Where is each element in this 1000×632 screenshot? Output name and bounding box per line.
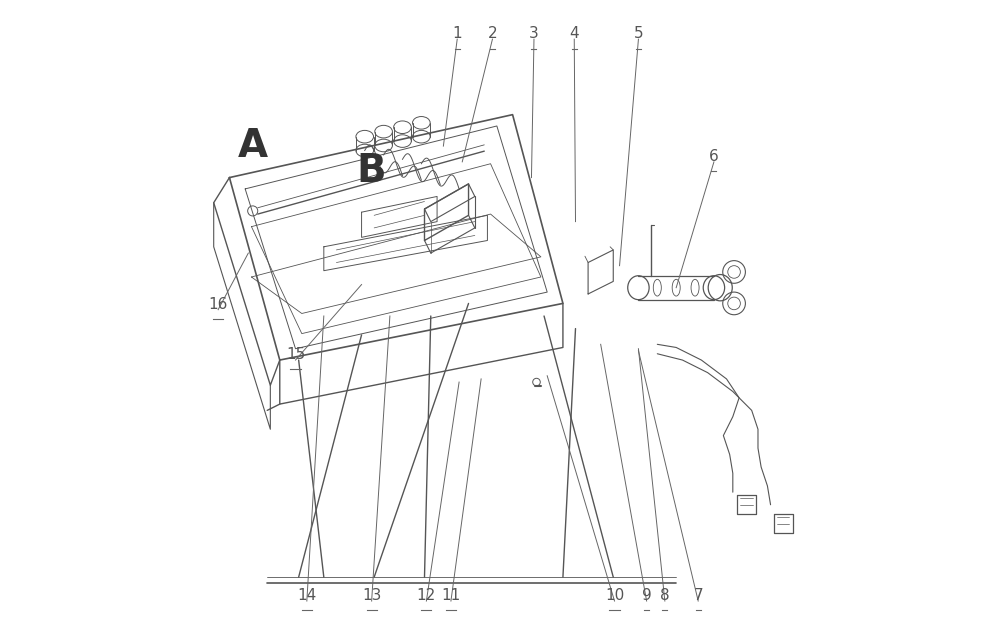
Text: 14: 14 xyxy=(297,588,316,603)
Text: 9: 9 xyxy=(642,588,651,603)
Text: 7: 7 xyxy=(693,588,703,603)
Text: 3: 3 xyxy=(529,26,539,41)
Text: 12: 12 xyxy=(417,588,436,603)
Text: 13: 13 xyxy=(362,588,381,603)
Text: B: B xyxy=(356,152,386,190)
Text: 6: 6 xyxy=(709,149,719,164)
Text: 8: 8 xyxy=(660,588,670,603)
Text: 15: 15 xyxy=(286,347,305,362)
Text: 4: 4 xyxy=(569,26,579,41)
Text: 5: 5 xyxy=(634,26,643,41)
Text: 2: 2 xyxy=(488,26,497,41)
Text: 16: 16 xyxy=(208,296,228,312)
Text: 10: 10 xyxy=(605,588,624,603)
Text: 11: 11 xyxy=(441,588,461,603)
Text: 1: 1 xyxy=(452,26,462,41)
Text: A: A xyxy=(238,127,268,165)
